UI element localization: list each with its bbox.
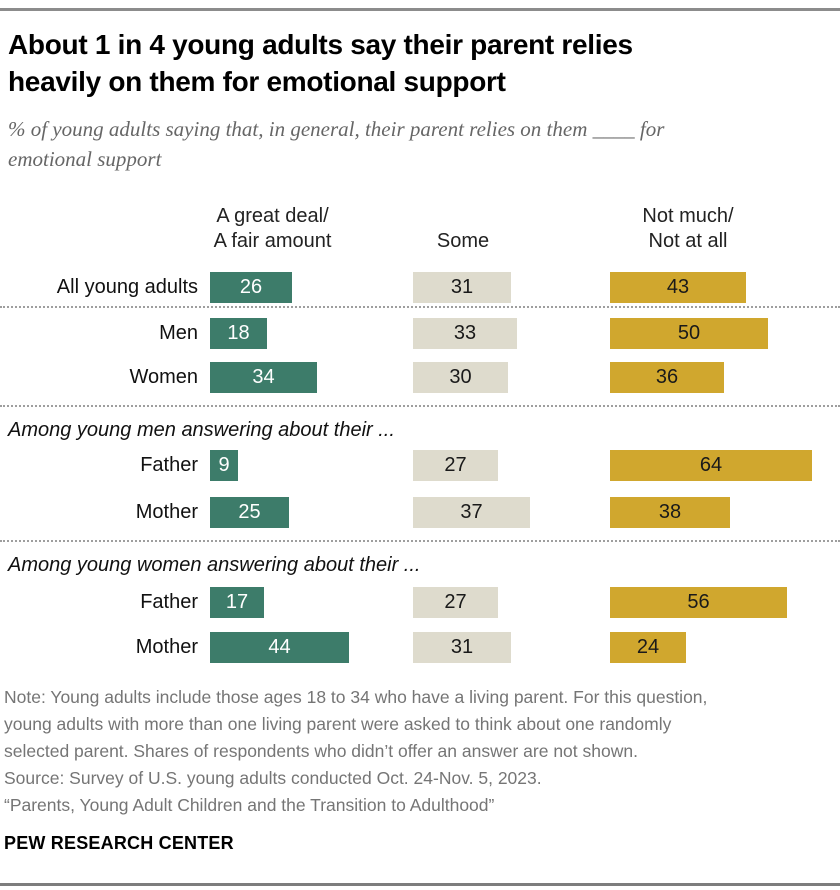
bar-not-much: 56 — [610, 587, 787, 618]
chart-row: Women 34 30 36 — [0, 362, 840, 393]
row-label: Father — [140, 591, 198, 613]
column-header-great-deal: A great deal/ A fair amount — [200, 204, 345, 254]
bar-value: 25 — [238, 501, 261, 523]
chart-row: Father 17 27 56 — [0, 587, 840, 618]
row-label: Mother — [135, 636, 198, 658]
bar-some: 27 — [413, 450, 498, 481]
bar-value: 18 — [227, 322, 250, 344]
chart-subtitle-line1: % of young adults saying that, in genera… — [8, 117, 665, 141]
bar-value: 31 — [450, 276, 474, 298]
bar-not-much: 43 — [610, 272, 746, 303]
bar-some: 31 — [413, 272, 511, 303]
bar-value: 50 — [677, 322, 701, 344]
bar-value: 34 — [252, 366, 275, 388]
bar-value: 43 — [666, 276, 690, 298]
column-headers: A great deal/ A fair amount Some Not muc… — [0, 198, 840, 256]
bar-value: 27 — [444, 591, 467, 613]
bar-great-deal: 17 — [210, 587, 264, 618]
chart-subtitle-line2: emotional support — [8, 147, 162, 171]
bar-value: 30 — [449, 366, 472, 388]
column-header-line: Not at all — [648, 230, 728, 252]
bar-some: 27 — [413, 587, 498, 618]
bar-not-much: 38 — [610, 497, 730, 528]
dotted-divider — [0, 540, 840, 542]
bar-value: 17 — [225, 591, 249, 613]
bar-great-deal: 9 — [210, 450, 238, 481]
row-label: Women — [129, 366, 198, 388]
bar-some: 31 — [413, 632, 511, 663]
chart-subtitle: % of young adults saying that, in genera… — [8, 114, 838, 174]
note-line: selected parent. Shares of respondents w… — [4, 741, 638, 761]
chart-title-line2: heavily on them for emotional support — [8, 66, 506, 97]
bar-value: 44 — [268, 636, 291, 658]
row-label: Mother — [135, 501, 198, 523]
note-line: young adults with more than one living p… — [4, 714, 672, 734]
bar-great-deal: 34 — [210, 362, 317, 393]
row-label: All young adults — [56, 276, 198, 298]
bar-value: 31 — [450, 636, 474, 658]
bar-value: 24 — [636, 636, 660, 658]
source-line: Source: Survey of U.S. young adults cond… — [4, 768, 542, 788]
bar-not-much: 50 — [610, 318, 768, 349]
bar-value: 9 — [218, 454, 230, 476]
bar-value: 38 — [658, 501, 682, 523]
chart-title-line1: About 1 in 4 young adults say their pare… — [8, 29, 633, 60]
bar-great-deal: 26 — [210, 272, 292, 303]
citation-line: “Parents, Young Adult Children and the T… — [4, 795, 495, 815]
chart-row: Men 18 33 50 — [0, 318, 840, 349]
dotted-divider — [0, 306, 840, 308]
column-header-line: Not much/ — [642, 205, 734, 227]
bar-some: 33 — [413, 318, 517, 349]
row-label: Father — [140, 454, 198, 476]
column-header-line: A great deal/ — [216, 205, 329, 227]
dotted-divider — [0, 405, 840, 407]
bar-great-deal: 44 — [210, 632, 349, 663]
chart-row: All young adults 26 31 43 — [0, 272, 840, 303]
bar-great-deal: 25 — [210, 497, 289, 528]
note-line: Note: Young adults include those ages 18… — [4, 687, 708, 707]
column-header-line: A fair amount — [213, 230, 332, 252]
chart-notes: Note: Young adults include those ages 18… — [4, 684, 824, 819]
chart-row: Father 9 27 64 — [0, 450, 840, 481]
chart-row: Mother 25 37 38 — [0, 497, 840, 528]
top-rule — [0, 8, 840, 11]
bar-not-much: 24 — [610, 632, 686, 663]
bar-value: 26 — [239, 276, 263, 298]
bar-great-deal: 18 — [210, 318, 267, 349]
bar-value: 56 — [687, 591, 710, 613]
bar-some: 30 — [413, 362, 508, 393]
bar-value: 37 — [460, 501, 483, 523]
column-header-not-much: Not much/ Not at all — [610, 204, 766, 254]
section-label: Among young women answering about their … — [8, 554, 421, 576]
bar-some: 37 — [413, 497, 530, 528]
bar-value: 33 — [453, 322, 477, 344]
column-header-some: Some — [405, 229, 521, 254]
column-header-line: Some — [436, 230, 490, 252]
row-label: Men — [159, 322, 198, 344]
chart-title: About 1 in 4 young adults say their pare… — [8, 26, 828, 100]
bar-value: 64 — [699, 454, 723, 476]
pew-research-center-logo: PEW RESEARCH CENTER — [4, 833, 234, 853]
chart-row: Mother 44 31 24 — [0, 632, 840, 663]
bottom-rule — [0, 883, 840, 886]
bar-value: 36 — [655, 366, 679, 388]
bar-value: 27 — [444, 454, 467, 476]
bar-not-much: 36 — [610, 362, 724, 393]
section-label: Among young men answering about their ..… — [8, 419, 395, 441]
bar-not-much: 64 — [610, 450, 812, 481]
